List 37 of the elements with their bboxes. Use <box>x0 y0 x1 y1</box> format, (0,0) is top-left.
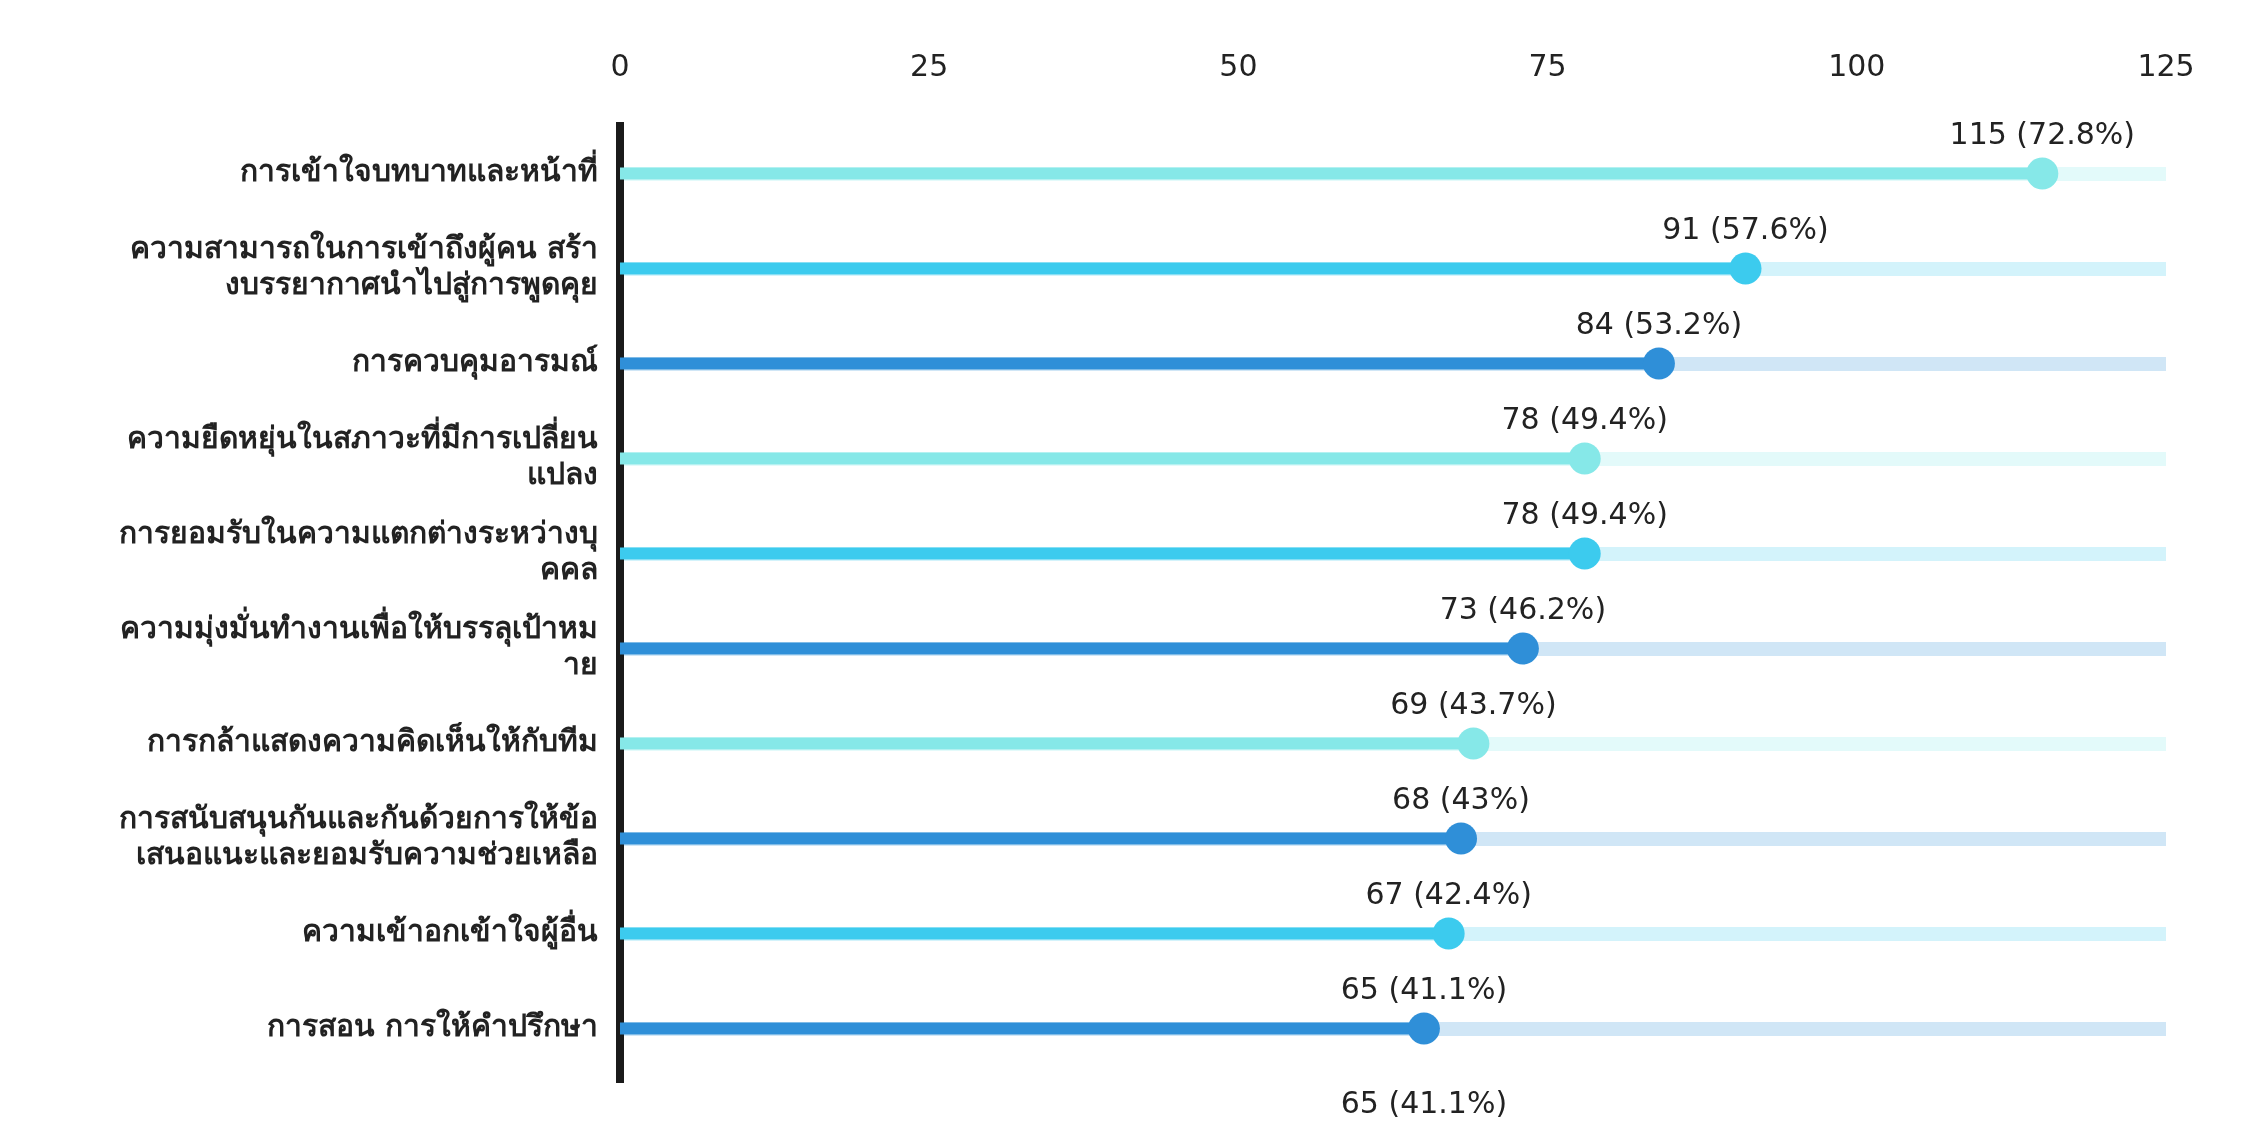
point <box>2026 157 2059 190</box>
data-label: 73 (46.2%) <box>1439 591 1607 627</box>
y-tick-label: ความมุ่งมั่นทำงานเพื่อให้บรรลุเป้าหมาย <box>120 606 598 682</box>
y-tick-label: การสนับสนุนกันและกันด้วยการให้ข้อเสนอแนะและยอมรับความช่วยเหลือ <box>119 800 598 872</box>
y-tick-label: การควบคุมอารมณ์ <box>352 343 598 381</box>
x-tick-label: 50 <box>1219 47 1258 83</box>
point <box>1407 1012 1440 1045</box>
point <box>1457 727 1490 760</box>
y-tick-label: การเข้าใจบทบาทและหน้าที่ <box>240 149 598 189</box>
point <box>1432 917 1465 950</box>
y-tick-label: ความเข้าอกเข้าใจผู้อื่น <box>302 909 598 951</box>
x-tick-label: 125 <box>2137 47 2195 83</box>
x-tick-label: 0 <box>610 47 630 83</box>
data-label: 67 (42.4%) <box>1365 876 1532 912</box>
text: 65 (41.1%) <box>1340 1084 1508 1120</box>
y-tick-label: การสอน การให้คำปรึกษา <box>266 1008 598 1044</box>
data-label: 91 (57.6%) <box>1662 211 1829 247</box>
point <box>1568 537 1601 570</box>
y-tick-label: การยอมรับในความแตกต่างระหว่างบุคคล <box>119 515 598 587</box>
x-tick-label: 25 <box>910 47 949 83</box>
point <box>1642 347 1675 380</box>
data-label: 84 (53.2%) <box>1575 306 1743 342</box>
x-tick-label: 75 <box>1528 47 1567 83</box>
data-label: 78 (49.4%) <box>1501 401 1668 437</box>
data-label: 68 (43%) <box>1392 781 1530 817</box>
data-label: 115 (72.8%) <box>1949 116 2136 152</box>
y-tick-label: การกล้าแสดงความคิดเห็นให้กับทีม <box>147 722 598 759</box>
y-tick-label: ความสามารถในการเข้าถึงผู้คน สร้างบรรยากาศนำไปสู่การพูดคุย <box>129 230 598 304</box>
point <box>1506 632 1539 665</box>
data-label: 65 (41.1%) <box>1340 971 1508 1007</box>
point <box>1445 822 1478 855</box>
y-tick-label: ความยืดหยุ่นในสภาวะที่มีการเปลี่ยนแปลง <box>127 416 598 492</box>
data-label: 78 (49.4%) <box>1501 496 1668 532</box>
point <box>1729 252 1762 285</box>
x-tick-label: 100 <box>1828 47 1886 83</box>
data-label: 69 (43.7%) <box>1390 686 1557 722</box>
point <box>1568 442 1601 475</box>
